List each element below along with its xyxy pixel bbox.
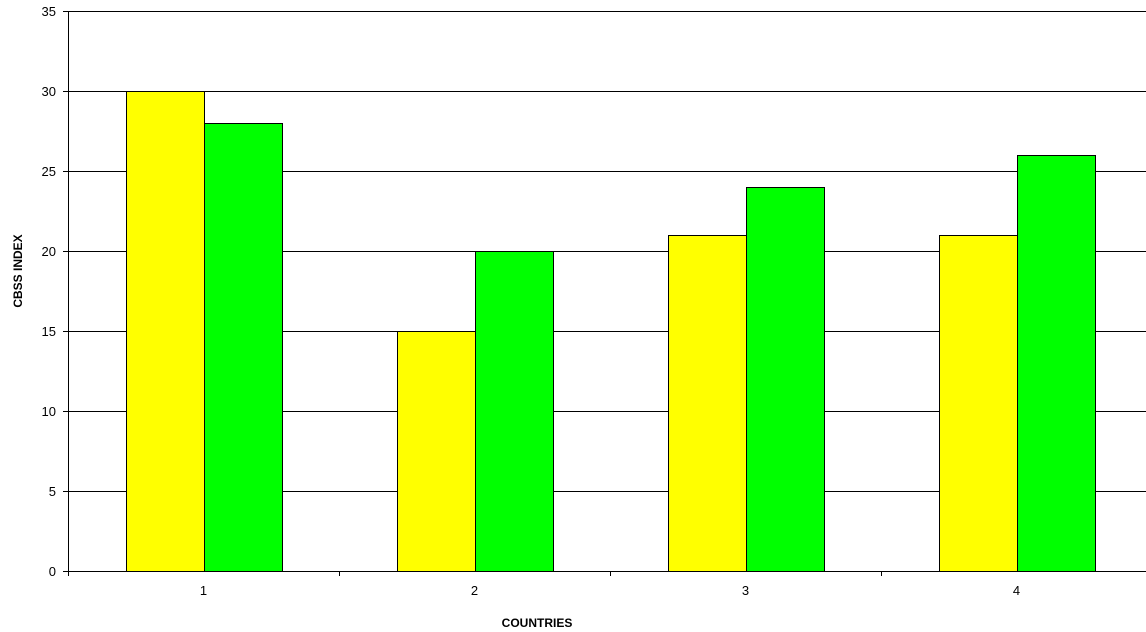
x-tick-label: 4: [1013, 583, 1020, 598]
y-tick-labels: 0 5 10 15 20 25 30 35: [42, 4, 56, 579]
x-tick-label: 1: [200, 583, 207, 598]
bar-series-2-category-3: [746, 187, 825, 572]
bar-series-1-category-1: [126, 91, 205, 572]
y-tick-label: 0: [49, 564, 56, 579]
x-axis-title: COUNTRIES: [502, 616, 573, 630]
y-tick-label: 30: [42, 84, 56, 99]
y-tick-label: 10: [42, 404, 56, 419]
bars: [126, 91, 1096, 572]
axes: [68, 11, 1146, 572]
y-tick-label: 20: [42, 244, 56, 259]
x-tick-label: 2: [471, 583, 478, 598]
bar-series-1-category-3: [668, 235, 747, 572]
bar-series-2-category-1: [204, 123, 283, 572]
x-tick-label: 3: [742, 583, 749, 598]
y-axis-title: CBSS INDEX: [11, 234, 25, 307]
bar-series-2-category-4: [1017, 155, 1096, 572]
bar-series-1-category-4: [939, 235, 1018, 572]
y-tick-label: 5: [49, 484, 56, 499]
y-tick-label: 25: [42, 164, 56, 179]
x-tick-labels: 1 2 3 4: [200, 583, 1020, 598]
y-tick-label: 15: [42, 324, 56, 339]
bar-series-1-category-2: [397, 331, 476, 572]
y-tick-label: 35: [42, 4, 56, 19]
bar-series-2-category-2: [475, 251, 554, 572]
